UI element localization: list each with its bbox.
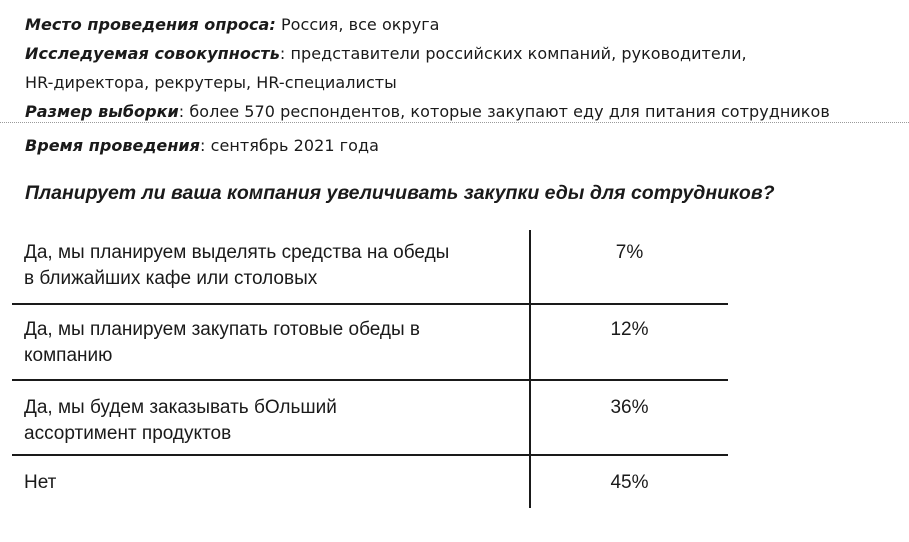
- results-table: Да, мы планируем выделять средства на об…: [12, 230, 728, 508]
- row-label-line: Да, мы планируем закупать готовые обеды …: [24, 319, 421, 340]
- sample-value: : более 570 респондентов, которые закупа…: [178, 102, 830, 121]
- row-divider: [12, 454, 728, 456]
- column-divider: [529, 230, 531, 508]
- row-label-line: в ближайших кафе или столовых: [24, 268, 318, 289]
- row-label-line: Нет: [24, 472, 57, 493]
- population-line-continued: HR-директора, рекрутеры, HR-специалисты: [25, 68, 905, 97]
- row-divider: [12, 303, 728, 305]
- row-value: 12%: [610, 319, 649, 340]
- row-label: Да, мы планируем выделять средства на об…: [24, 240, 524, 292]
- row-label: Да, мы планируем закупать готовые обеды …: [24, 317, 524, 369]
- location-value: Россия, все округа: [275, 15, 440, 34]
- sample-line: Размер выборки: более 570 респондентов, …: [25, 97, 905, 126]
- row-label-line: компанию: [24, 345, 113, 366]
- row-divider: [12, 379, 728, 381]
- row-value: 36%: [610, 397, 649, 418]
- row-label: Да, мы будем заказывать бОльший ассортим…: [24, 395, 524, 447]
- row-value: 45%: [610, 472, 649, 493]
- population-value-continued: HR-директора, рекрутеры, HR-специалисты: [25, 73, 397, 92]
- time-label: Время проведения: [25, 136, 201, 155]
- page-break-divider: [0, 122, 909, 123]
- survey-info: Место проведения опроса: Россия, все окр…: [25, 10, 905, 160]
- population-line: Исследуемая совокупность: представители …: [25, 39, 905, 68]
- survey-question: Планирует ли ваша компания увеличивать з…: [25, 182, 775, 204]
- location-label: Место проведения опроса:: [25, 15, 276, 34]
- row-value: 7%: [615, 242, 644, 263]
- row-label-line: Да, мы будем заказывать бОльший: [24, 397, 337, 418]
- sample-label: Размер выборки: [25, 102, 179, 121]
- population-value: : представители российских компаний, рук…: [279, 44, 747, 63]
- population-label: Исследуемая совокупность: [25, 44, 280, 63]
- row-label-line: Да, мы планируем выделять средства на об…: [24, 242, 450, 263]
- time-line: Время проведения: сентябрь 2021 года: [25, 131, 905, 160]
- row-label-line: ассортимент продуктов: [24, 423, 232, 444]
- time-value: : сентябрь 2021 года: [200, 136, 379, 155]
- location-line: Место проведения опроса: Россия, все окр…: [25, 10, 905, 39]
- row-label: Нет: [24, 470, 524, 496]
